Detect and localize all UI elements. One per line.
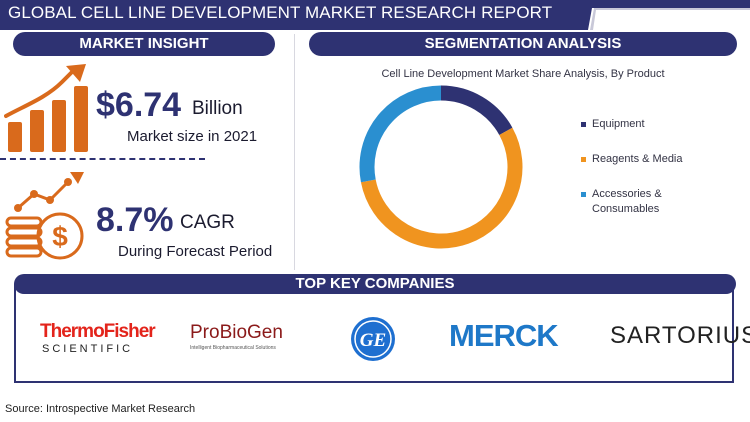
market-insight-header: MARKET INSIGHT (13, 32, 275, 56)
thermofisher-logo: ThermoFisher SCIENTIFIC (40, 321, 156, 356)
legend-label-reagents: Reagents & Media (592, 153, 683, 165)
probiogen-tagline: Intelligent Biopharmaceutical Solutions (190, 345, 276, 351)
market-size-label: Market size in 2021 (127, 128, 258, 145)
cagr-coins-icon: $ (5, 172, 84, 260)
ge-wordmark: GE (360, 330, 386, 351)
title-banner (0, 0, 750, 30)
top-companies-header: TOP KEY COMPANIES (14, 274, 736, 294)
merck-logo: MERCK (449, 318, 559, 353)
chart-title: Cell Line Development Market Share Analy… (381, 68, 665, 80)
market-size-value: $6.74 (96, 86, 182, 124)
thermofisher-subtitle: SCIENTIFIC (42, 343, 134, 355)
segmentation-header: SEGMENTATION ANALYSIS (309, 32, 737, 56)
donut-slice-equipment (440, 85, 513, 136)
thermofisher-wordmark: ThermoFisher (40, 321, 156, 342)
report-title: GLOBAL CELL LINE DEVELOPMENT MARKET RESE… (8, 3, 553, 22)
legend-label-accessories-line2: Consumables (592, 203, 660, 215)
donut-chart (359, 85, 523, 249)
companies-panel (14, 284, 734, 383)
market-size-unit: Billion (192, 98, 243, 119)
legend-swatch-accessories (581, 192, 586, 197)
cagr-label: CAGR (180, 212, 235, 233)
dashed-divider (0, 158, 205, 160)
donut-slice-accessories-consumables (359, 85, 442, 183)
ge-logo: GE (351, 317, 395, 361)
legend-label-accessories-line1: Accessories & (592, 188, 662, 200)
legend-swatch-equipment (581, 122, 586, 127)
section-divider (294, 34, 295, 270)
legend-label-equipment: Equipment (592, 118, 645, 130)
probiogen-logo: ProBioGen Intelligent Biopharmaceutical … (190, 323, 310, 352)
forecast-period-label: During Forecast Period (118, 243, 273, 260)
sartorius-logo: SARTORIUS (610, 322, 750, 349)
donut-slice-reagents-media (360, 127, 523, 249)
growth-chart-icon (4, 64, 88, 152)
cagr-value: 8.7% (96, 201, 174, 239)
legend-swatch-reagents (581, 157, 586, 162)
svg-text:$: $ (52, 221, 68, 252)
probiogen-wordmark: ProBioGen (190, 322, 283, 343)
source-note: Source: Introspective Market Research (5, 403, 196, 415)
